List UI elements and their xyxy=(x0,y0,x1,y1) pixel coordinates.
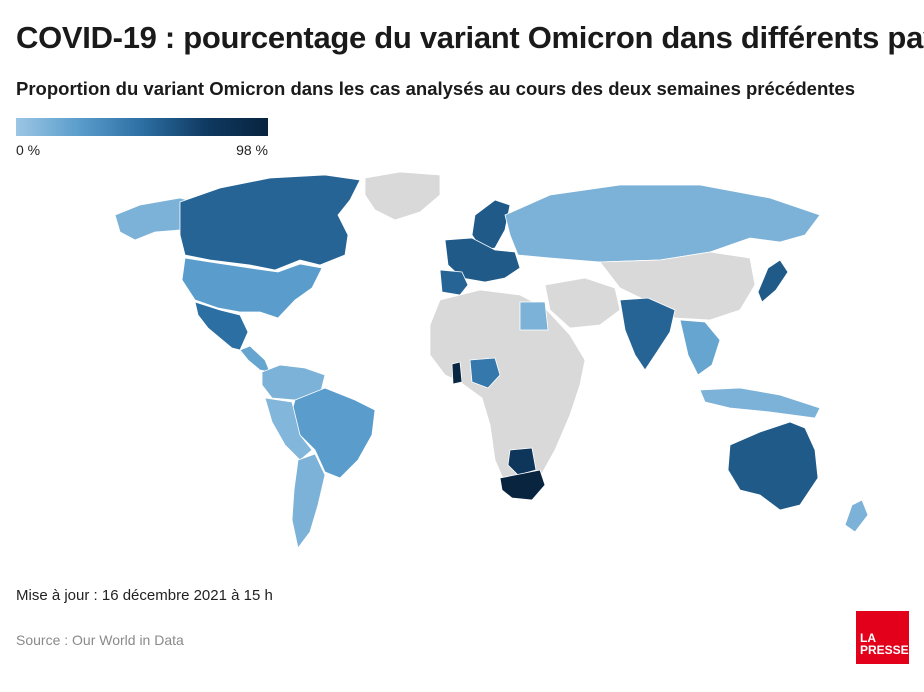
legend-min-label: 0 % xyxy=(16,142,41,158)
source-credit: Source : Our World in Data xyxy=(16,632,184,648)
logo-line-1: LA xyxy=(860,631,876,645)
region-nigeria xyxy=(469,357,501,389)
logo-line-2: PRESSE xyxy=(860,643,909,657)
region-china xyxy=(599,251,756,321)
region-ghana xyxy=(451,361,463,385)
region-iberia xyxy=(439,269,469,296)
region-canada xyxy=(179,174,361,271)
region-argentina-chile xyxy=(291,453,326,549)
region-india xyxy=(619,297,676,371)
region-middle-east xyxy=(544,277,621,329)
region-russia xyxy=(504,184,821,263)
la-presse-logo: LA PRESSE xyxy=(856,611,909,664)
region-usa xyxy=(181,257,323,319)
region-egypt xyxy=(519,301,549,331)
region-peru-bolivia xyxy=(264,397,313,461)
region-japan xyxy=(757,259,789,303)
region-greenland xyxy=(364,171,441,221)
region-new-zealand xyxy=(844,499,869,533)
map-subtitle: Proportion du variant Omicron dans les c… xyxy=(16,78,855,99)
legend-max-label: 98 % xyxy=(236,142,268,158)
region-mexico xyxy=(194,301,249,351)
update-timestamp: Mise à jour : 16 décembre 2021 à 15 h xyxy=(16,587,273,604)
world-map xyxy=(114,171,869,549)
region-scandinavia xyxy=(471,199,511,251)
region-southeast-asia xyxy=(679,319,721,376)
region-south-africa xyxy=(499,469,546,501)
region-australia xyxy=(727,421,819,511)
map-title: COVID-19 : pourcentage du variant Omicro… xyxy=(16,20,924,55)
region-central-america xyxy=(239,345,271,373)
region-indonesia xyxy=(699,387,821,419)
legend-color-bar xyxy=(16,118,268,136)
